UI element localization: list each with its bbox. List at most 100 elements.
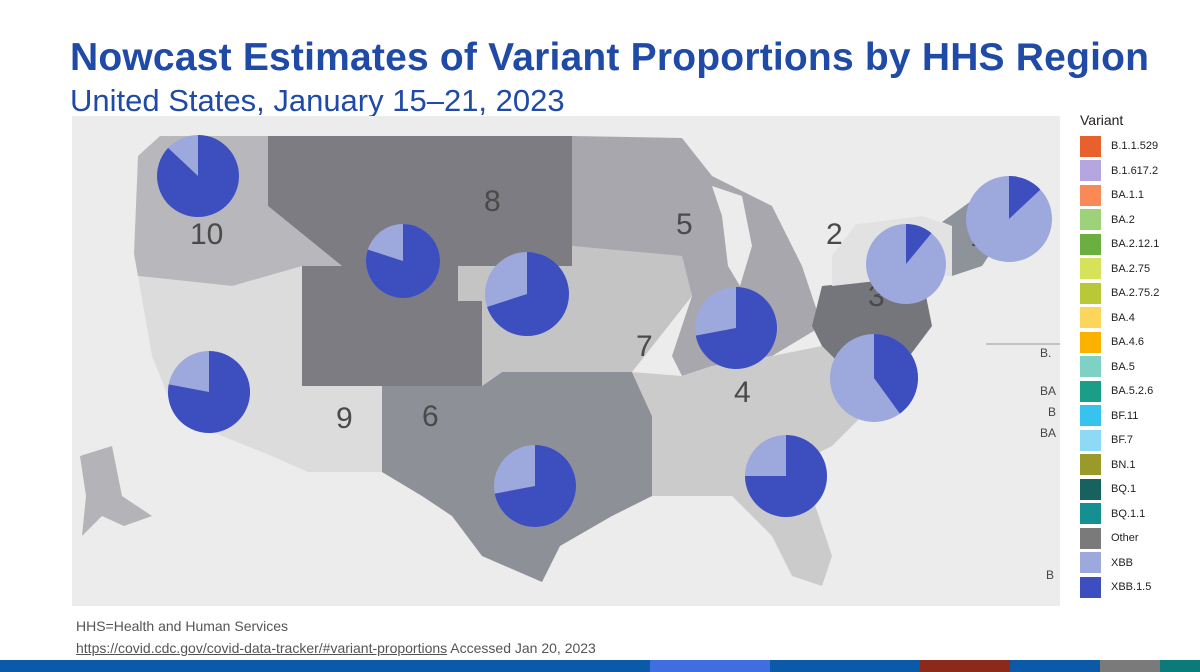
legend-label: BA.5 — [1111, 360, 1135, 373]
region-label-5: 5 — [676, 208, 693, 241]
bottom-bar-segment — [920, 660, 1010, 672]
page-subtitle: United States, January 15–21, 2023 — [70, 83, 565, 118]
legend-swatch — [1080, 429, 1101, 451]
legend-label: BQ.1.1 — [1111, 507, 1146, 520]
legend-label: BA.5.2.6 — [1111, 385, 1154, 397]
legend-item: Other — [1080, 527, 1139, 549]
region-label-9: 9 — [336, 402, 353, 435]
legend-swatch — [1080, 233, 1101, 255]
source-link[interactable]: https://covid.cdc.gov/covid-data-tracker… — [76, 640, 448, 656]
legend-item: BA.1.1 — [1080, 184, 1145, 206]
legend-label: BA.4 — [1111, 311, 1135, 324]
legend-item: BQ.1 — [1080, 478, 1137, 500]
legend-swatch — [1080, 576, 1101, 598]
pie-slice-xbb-1-5 — [487, 252, 569, 336]
great-lakes-shape — [712, 186, 752, 286]
legend-label: BA.2.12.1 — [1111, 238, 1160, 250]
bottom-bar-segment — [650, 660, 770, 672]
legend-item: BA.5 — [1080, 356, 1135, 377]
legend-swatch — [1080, 552, 1101, 573]
legend-swatch — [1080, 331, 1101, 353]
legend-item: BF.7 — [1080, 429, 1134, 451]
legend-swatch — [1080, 258, 1101, 279]
legend-swatch — [1080, 380, 1101, 402]
pie-slice-xbb-1-5 — [1009, 176, 1041, 219]
legend-swatch — [1080, 527, 1101, 549]
pie-region-5 — [695, 287, 777, 369]
lake-erie-shape — [792, 216, 862, 266]
legend-swatch — [1080, 307, 1101, 328]
pie-region-8 — [366, 224, 441, 298]
legend-item: BA.2.75.2 — [1080, 282, 1160, 304]
bottom-bar-segment — [770, 660, 920, 672]
legend-label: Other — [1111, 532, 1139, 544]
bottom-bar-segment — [1160, 660, 1200, 672]
pie-slice-xbb-1-5 — [494, 445, 576, 527]
bottom-bar-segment — [0, 660, 650, 672]
legend-item: BA.2 — [1080, 209, 1135, 230]
legend-label: B.1.617.2 — [1111, 164, 1159, 177]
legend-label: BA.4.6 — [1111, 336, 1145, 348]
legend-swatch — [1080, 478, 1101, 500]
region-label-7: 7 — [636, 330, 653, 363]
legend-label: BA.2 — [1111, 213, 1135, 226]
pie-slice-xbb-1-5 — [745, 435, 827, 517]
map-svg: 12345678910 — [80, 135, 1060, 586]
alaska-shape — [80, 446, 152, 536]
pie-slice-xbb-1-5 — [366, 224, 441, 298]
pie-region-10 — [157, 135, 239, 217]
pie-region-4 — [745, 435, 827, 517]
pie-region-7 — [485, 252, 569, 336]
legend-swatch — [1080, 356, 1101, 377]
legend-title: Variant — [1080, 112, 1124, 128]
stray-label-5: B — [1046, 568, 1055, 582]
legend-swatch — [1080, 503, 1101, 524]
legend-item: BA.5.2.6 — [1080, 380, 1154, 402]
legend-swatch — [1080, 454, 1101, 475]
pie-region-6 — [494, 445, 576, 527]
legend-label: BF.7 — [1111, 434, 1134, 446]
legend-item: BA.2.75 — [1080, 258, 1150, 279]
pie-slice-xbb-1-5 — [695, 287, 777, 369]
legend-label: BA.1.1 — [1111, 189, 1145, 201]
legend-label: XBB — [1111, 556, 1134, 569]
legend-item: B.1.1.529 — [1080, 135, 1159, 157]
region-label-6: 6 — [422, 400, 439, 433]
legend-item: XBB.1.5 — [1080, 576, 1152, 598]
legend-item: BN.1 — [1080, 454, 1136, 475]
bottom-bar-segment — [1100, 660, 1160, 672]
pie-region-3 — [830, 334, 919, 422]
legend-label: XBB.1.5 — [1111, 581, 1152, 593]
legend-label: BN.1 — [1111, 458, 1136, 471]
pie-slice-xbb-1-5 — [167, 351, 250, 433]
page-title: Nowcast Estimates of Variant Proportions… — [70, 36, 1150, 79]
footnote: HHS=Health and Human Services — [76, 618, 289, 634]
pie-region-1 — [966, 176, 1052, 262]
legend-item: BA.4 — [1080, 307, 1135, 328]
region-label-8: 8 — [484, 185, 501, 218]
legend-label: BA.2.75.2 — [1111, 287, 1160, 299]
stray-label-3: B — [1048, 405, 1057, 419]
region-label-4: 4 — [734, 376, 751, 409]
legend-item: XBB — [1080, 552, 1134, 573]
source-line: https://covid.cdc.gov/covid-data-tracker… — [76, 640, 596, 656]
us-map: 12345678910 — [72, 116, 1060, 606]
region-label-2: 2 — [826, 218, 843, 251]
legend-swatch — [1080, 135, 1101, 157]
bottom-bar-segment — [1010, 660, 1100, 672]
stray-label-1: B. — [1040, 346, 1052, 360]
legend-item: BA.4.6 — [1080, 331, 1145, 353]
legend-label: B.1.1.529 — [1111, 140, 1159, 152]
pie-slice-xbb-1-5 — [157, 135, 239, 217]
stray-label-2: BA — [1040, 384, 1057, 398]
legend-label: BQ.1 — [1111, 483, 1137, 495]
legend-swatch — [1080, 282, 1101, 304]
stray-label-4: BA — [1040, 426, 1057, 440]
pie-slice-xbb-1-5 — [906, 224, 932, 264]
bottom-color-bar — [0, 660, 1200, 672]
legend-item: BA.2.12.1 — [1080, 233, 1160, 255]
legend-swatch — [1080, 160, 1101, 181]
legend-item: BQ.1.1 — [1080, 503, 1146, 524]
legend-label: BF.11 — [1111, 409, 1139, 422]
legend-swatch — [1080, 209, 1101, 230]
